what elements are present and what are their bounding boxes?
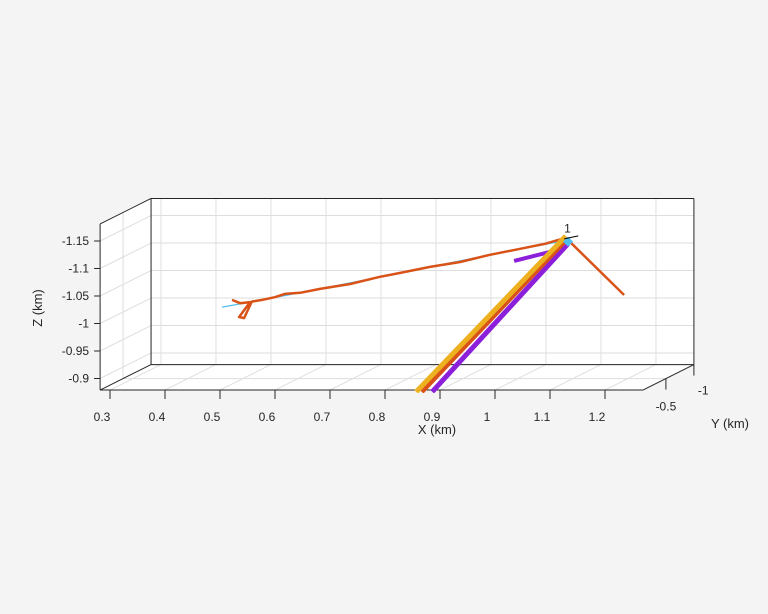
z-tick-label: -1.15 [62,234,90,248]
box-edge [99,198,152,225]
side-wall [100,198,152,391]
grid-line-x [164,364,217,391]
grid-line-z [99,215,152,242]
x-tick-label: 0.9 [424,410,441,424]
grid-line-x [329,364,382,391]
diamond-marker [563,236,574,247]
grid-line-x [219,364,272,391]
tick-marks [94,240,695,400]
annotation-label: 1 [564,221,571,235]
grid-line-x [604,364,657,391]
grid-line-z [99,325,152,352]
y-axis-label: Y (km) [711,416,749,431]
series-line-1 [231,236,625,320]
back-wall [151,198,694,365]
y-tick-label: -0.5 [656,400,677,414]
grid-line-x [494,364,547,391]
y-tick-label: -1 [698,384,709,398]
grid-line-x [274,364,327,391]
x-tick-label: 0.4 [149,410,166,424]
data-series [221,234,625,393]
axes-walls [100,198,694,391]
x-tick-label: 0.3 [94,410,111,424]
box-edge [99,364,152,391]
x-tick-label: 0.6 [259,410,276,424]
x-tick-label: 0.5 [204,410,221,424]
axes-box [99,197,695,391]
z-tick-label: -1.05 [62,289,90,303]
x-axis-label: X (km) [418,422,456,437]
grid-line-x [439,364,492,391]
star-marker [564,235,579,240]
x-tick-label: 1.2 [589,410,606,424]
z-tick-label: -0.95 [62,344,90,358]
grid-lines [99,198,694,391]
z-tick-label: -1 [78,317,89,331]
series-line-5 [414,234,568,393]
y-axis-line [642,364,695,391]
z-tick-label: -0.9 [68,372,89,386]
x-tick-label: 0.7 [314,410,331,424]
x-tick-label: 0.8 [369,410,386,424]
grid-line-z [99,270,152,297]
z-axis-label: Z (km) [30,289,45,327]
x-tick-label: 1 [484,410,491,424]
floor-wall [100,364,694,391]
z-tick-label: -1.1 [68,262,89,276]
grid-line-x [549,364,602,391]
grid-line-x [384,364,437,391]
grid-line-z [99,242,152,269]
series-line-4 [419,238,568,393]
grid-line-x [109,364,162,391]
series-line-3 [430,242,570,393]
grid-line-z [99,297,152,324]
tick-labels: 0.3 0.4 0.5 0.6 0.7 0.8 0.9 1 1.1 1.2 -1.15 -1.1 -1.… [62,234,709,424]
x-tick-label: 1.1 [534,410,551,424]
grid-line-z [99,352,152,379]
